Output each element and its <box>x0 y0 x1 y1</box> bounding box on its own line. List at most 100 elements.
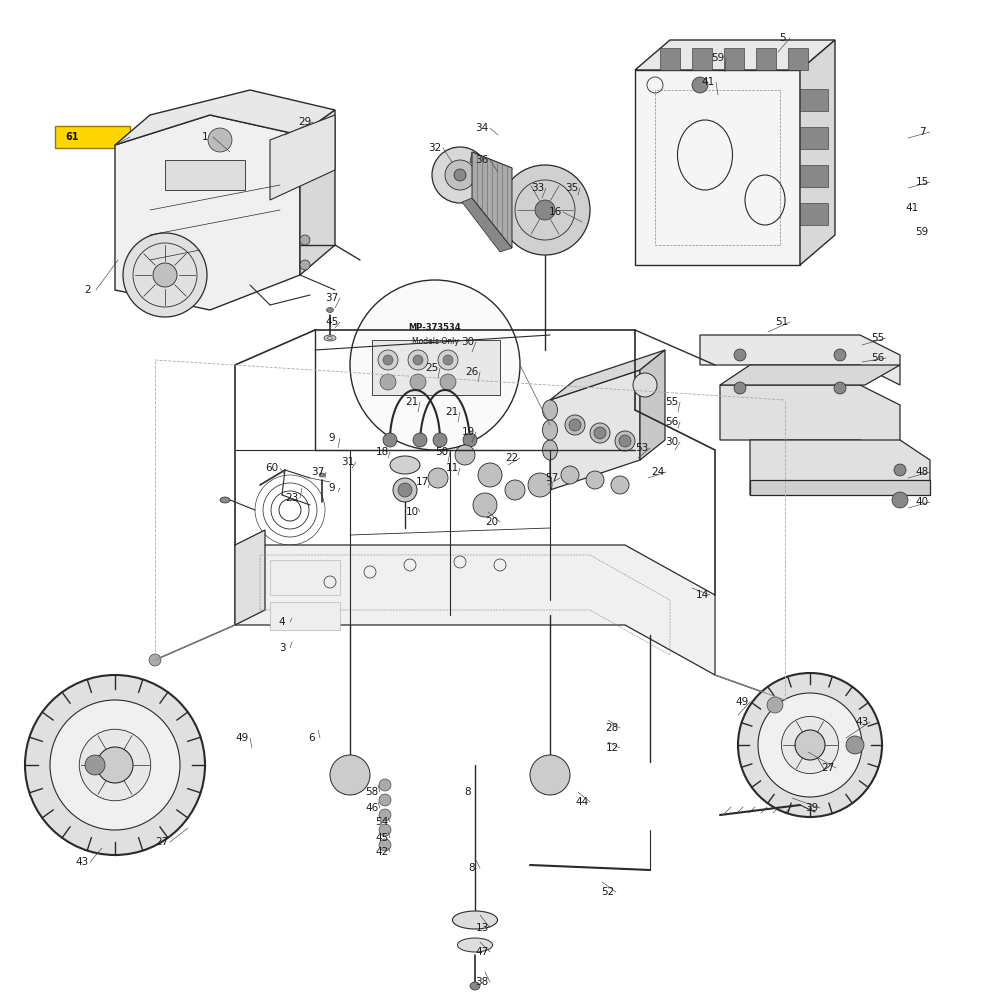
Polygon shape <box>462 198 512 252</box>
Circle shape <box>379 839 391 851</box>
Text: 1: 1 <box>202 132 208 142</box>
Bar <box>660 48 680 70</box>
Ellipse shape <box>458 938 492 952</box>
Text: 35: 35 <box>565 183 579 193</box>
Ellipse shape <box>319 473 325 477</box>
Polygon shape <box>372 340 500 395</box>
Circle shape <box>383 355 393 365</box>
Text: 29: 29 <box>298 117 312 127</box>
Text: 6: 6 <box>309 733 315 743</box>
Text: 55: 55 <box>871 333 885 343</box>
Circle shape <box>846 736 864 754</box>
Circle shape <box>433 433 447 447</box>
Circle shape <box>500 165 590 255</box>
Circle shape <box>79 729 151 801</box>
Text: 21: 21 <box>445 407 459 417</box>
Text: 58: 58 <box>365 787 379 797</box>
Text: 40: 40 <box>915 497 929 507</box>
Circle shape <box>834 349 846 361</box>
Polygon shape <box>300 110 335 275</box>
Text: 60: 60 <box>265 463 279 473</box>
Circle shape <box>25 675 205 855</box>
Bar <box>270 560 340 595</box>
Circle shape <box>505 480 525 500</box>
Text: 19: 19 <box>461 427 475 437</box>
Circle shape <box>379 824 391 836</box>
Circle shape <box>478 463 502 487</box>
Text: 3: 3 <box>279 643 285 653</box>
Polygon shape <box>700 335 900 385</box>
Text: 18: 18 <box>375 447 389 457</box>
Text: 10: 10 <box>405 507 419 517</box>
Text: 34: 34 <box>475 123 489 133</box>
Circle shape <box>590 423 610 443</box>
Text: 59: 59 <box>915 227 929 237</box>
Circle shape <box>208 128 232 152</box>
Ellipse shape <box>542 420 558 440</box>
Text: 57: 57 <box>545 473 559 483</box>
Polygon shape <box>720 365 900 385</box>
Circle shape <box>380 374 396 390</box>
Circle shape <box>473 493 497 517</box>
Circle shape <box>586 471 604 489</box>
Text: 44: 44 <box>575 797 589 807</box>
Bar <box>655 90 780 245</box>
Polygon shape <box>720 385 900 460</box>
Text: 15: 15 <box>915 177 929 187</box>
Polygon shape <box>750 480 930 495</box>
Circle shape <box>455 445 475 465</box>
Text: 23: 23 <box>285 493 299 503</box>
Circle shape <box>795 730 825 760</box>
Circle shape <box>530 755 570 795</box>
Circle shape <box>393 478 417 502</box>
Text: 47: 47 <box>475 947 489 957</box>
Polygon shape <box>235 545 715 675</box>
Text: 27: 27 <box>155 837 169 847</box>
Text: 46: 46 <box>365 803 379 813</box>
Bar <box>800 89 828 111</box>
Text: 43: 43 <box>855 717 869 727</box>
Bar <box>800 165 828 187</box>
Bar <box>724 48 744 70</box>
Polygon shape <box>115 90 335 145</box>
Text: 2: 2 <box>85 285 91 295</box>
Text: 9: 9 <box>329 483 335 493</box>
Text: 42: 42 <box>375 847 389 857</box>
Polygon shape <box>550 370 640 490</box>
Circle shape <box>781 716 839 774</box>
Circle shape <box>123 233 207 317</box>
Polygon shape <box>800 40 835 265</box>
Circle shape <box>565 415 585 435</box>
Circle shape <box>758 693 862 797</box>
Text: 26: 26 <box>465 367 479 377</box>
Text: 21: 21 <box>405 397 419 407</box>
Text: 55: 55 <box>665 397 679 407</box>
Bar <box>800 127 828 149</box>
Text: 56: 56 <box>871 353 885 363</box>
Circle shape <box>410 374 426 390</box>
Ellipse shape <box>324 335 336 341</box>
Circle shape <box>692 77 708 93</box>
Text: 37: 37 <box>325 293 339 303</box>
Text: 36: 36 <box>475 155 489 165</box>
Ellipse shape <box>470 982 480 990</box>
Text: 14: 14 <box>695 590 709 600</box>
Text: 41: 41 <box>905 203 919 213</box>
Circle shape <box>463 433 477 447</box>
Text: 45: 45 <box>325 317 339 327</box>
Bar <box>692 48 712 70</box>
Polygon shape <box>115 115 300 310</box>
Text: 33: 33 <box>531 183 545 193</box>
Circle shape <box>379 809 391 821</box>
Circle shape <box>300 260 310 270</box>
Circle shape <box>594 427 606 439</box>
Circle shape <box>443 355 453 365</box>
Circle shape <box>535 200 555 220</box>
Circle shape <box>734 349 746 361</box>
Circle shape <box>561 466 579 484</box>
Bar <box>756 48 776 70</box>
Text: 54: 54 <box>375 817 389 827</box>
Bar <box>165 160 245 190</box>
Circle shape <box>379 794 391 806</box>
Text: 27: 27 <box>821 763 835 773</box>
